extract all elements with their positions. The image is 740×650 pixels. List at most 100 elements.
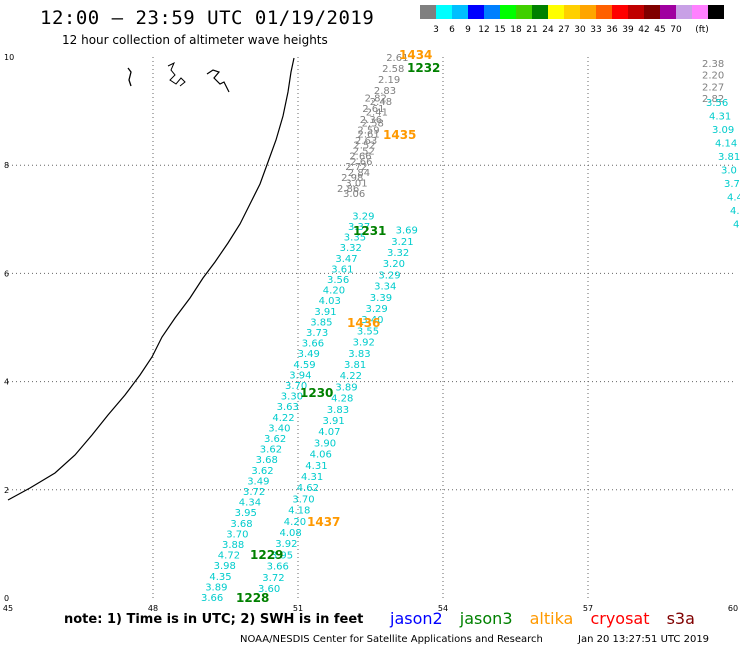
swh-value: 3.40 [268, 423, 290, 434]
legend-label: 18 [510, 25, 522, 35]
swh-value: 3.47 [335, 254, 357, 265]
sat-cryosat: cryosat [590, 609, 650, 628]
swh-value: 2.82 [702, 94, 724, 105]
swh-value: 4.31 [709, 112, 731, 123]
swh-value: 3.56 [327, 275, 349, 286]
swh-value: 3.70 [285, 381, 307, 392]
swh-value: 3.83 [348, 349, 370, 360]
swh-value: 3.55 [357, 326, 379, 337]
swh-value: 3.72 [262, 573, 284, 584]
swh-value: 3.40 [361, 315, 383, 326]
swh-value: 3.69 [396, 226, 418, 237]
pass-time-label: 1232 [407, 61, 440, 75]
legend-label: 45 [654, 25, 665, 35]
pass-time-label: 1228 [236, 591, 269, 605]
coastline [7, 57, 295, 501]
swh-value: 2.48 [370, 97, 392, 108]
swh-value: 3.49 [247, 476, 269, 487]
sat-altika: altika [529, 609, 574, 628]
swh-value: 3.0 [721, 166, 737, 177]
swh-value: 2.63 [355, 136, 377, 147]
swh-value: 3.94 [289, 370, 311, 381]
sat-jason2: jason2 [390, 609, 443, 628]
swh-value: 3.92 [353, 338, 375, 349]
legend-swatch [692, 5, 708, 19]
swh-value: 3.95 [235, 508, 257, 519]
legend-label: 27 [558, 25, 569, 35]
swh-value: 4.31 [305, 461, 327, 472]
swh-value: 4.20 [323, 286, 345, 297]
legend-swatch [500, 5, 516, 19]
swh-value: 2.38 [702, 59, 724, 70]
pass-time-label: 1231 [353, 224, 386, 238]
swh-value: 3.89 [335, 382, 357, 393]
swh-value: 3.06 [343, 189, 365, 200]
swh-value: 4.62 [297, 483, 319, 494]
swh-value: 2.98 [341, 173, 363, 184]
legend-label: 42 [638, 25, 649, 35]
swh-value: 3.20 [383, 259, 405, 270]
legend-label: 9 [465, 25, 471, 35]
legend-label: 33 [590, 25, 601, 35]
lat-tick-label: 0 [4, 594, 9, 603]
swh-value: 2.52 [353, 140, 375, 151]
swh-value: 3.62 [251, 466, 273, 477]
lat-tick-label: 8 [4, 161, 9, 170]
legend-label: 24 [542, 25, 554, 35]
page-title: 12:00 – 23:59 UTC 01/19/2019 [40, 7, 375, 29]
lat-tick-label: 10 [4, 53, 14, 62]
swh-value: 2.66 [350, 157, 372, 168]
swh-value: 4.22 [340, 371, 362, 382]
swh-value: 2.66 [349, 151, 371, 162]
swh-value: 2.19 [378, 75, 400, 86]
lon-tick-label: 57 [583, 604, 593, 613]
legend-swatch [660, 5, 676, 19]
swh-value: 4.08 [280, 528, 302, 539]
swh-value: 3.32 [340, 243, 362, 254]
legend-swatch [420, 5, 436, 19]
satellite-legend: jason2 jason3 altika cryosat s3a [390, 609, 707, 628]
swh-value: 3.85 [310, 317, 332, 328]
swh-value: 4.03 [319, 296, 341, 307]
island-outline [167, 61, 186, 87]
legend-label: 21 [526, 25, 537, 35]
swh-value: 2.83 [374, 86, 396, 97]
swh-value: 3.81 [344, 360, 366, 371]
swh-value: 4.31 [301, 472, 323, 483]
color-legend: 3 6 9 12 15 18 21 24 27 30 33 36 39 42 45 70 (ft) [420, 5, 724, 35]
swh-value: 3.62 [264, 434, 286, 445]
swh-value: 3.98 [214, 561, 236, 572]
swh-value: 3.66 [302, 339, 324, 350]
swh-value: 4.18 [288, 506, 310, 517]
legend-label: (ft) [695, 25, 709, 35]
island-outline [127, 67, 132, 87]
lon-tick-label: 54 [438, 604, 448, 613]
swh-value: 3.91 [314, 307, 336, 318]
legend-label: 39 [622, 25, 634, 35]
swh-value: 2.61 [386, 53, 408, 64]
swh-value: 3.29 [352, 211, 374, 222]
swh-value: 3.95 [271, 550, 293, 561]
swh-value: 3.37 [348, 222, 370, 233]
island-outline [206, 69, 230, 93]
swh-value: 4.72 [218, 551, 240, 562]
swh-value: 4.14 [715, 139, 737, 150]
legend-swatch [468, 5, 484, 19]
swh-value: 3.01 [345, 178, 367, 189]
swh-value: 3.81 [718, 152, 740, 163]
legend-label: 12 [478, 25, 489, 35]
legend-label: 70 [670, 25, 682, 35]
swh-value: 2.58 [362, 119, 384, 130]
swh-value: 3.62 [260, 445, 282, 456]
swh-value: 3.92 [275, 539, 297, 550]
legend-swatch [612, 5, 628, 19]
swh-value: 3.29 [378, 270, 400, 281]
swh-value: 3.7 [724, 179, 740, 190]
lat-tick-label: 2 [4, 486, 9, 495]
swh-value: 4.35 [209, 572, 231, 583]
swh-value: 3.68 [230, 519, 252, 530]
legend-swatch [436, 5, 452, 19]
swh-value: 2.61 [358, 130, 380, 141]
swh-value: 3.29 [366, 304, 388, 315]
